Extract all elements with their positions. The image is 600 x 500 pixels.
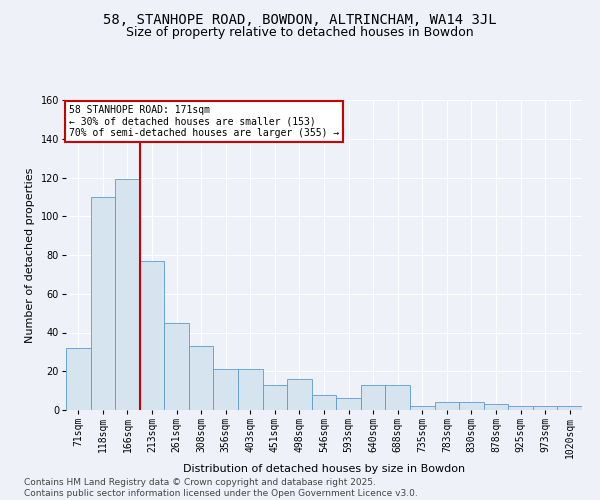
Text: 58, STANHOPE ROAD, BOWDON, ALTRINCHAM, WA14 3JL: 58, STANHOPE ROAD, BOWDON, ALTRINCHAM, W… (103, 12, 497, 26)
Bar (115, 180, 140, 410)
Bar (189, 346, 214, 410)
Bar (557, 406, 582, 410)
Bar (238, 370, 263, 410)
Bar (263, 385, 287, 410)
Bar (214, 370, 238, 410)
Text: 58 STANHOPE ROAD: 171sqm
← 30% of detached houses are smaller (153)
70% of semi-: 58 STANHOPE ROAD: 171sqm ← 30% of detach… (68, 104, 339, 138)
Bar (410, 406, 434, 410)
Text: Contains HM Land Registry data © Crown copyright and database right 2025.
Contai: Contains HM Land Registry data © Crown c… (24, 478, 418, 498)
Text: Size of property relative to detached houses in Bowdon: Size of property relative to detached ho… (126, 26, 474, 39)
Bar (508, 406, 533, 410)
Bar (91, 197, 115, 410)
Bar (484, 404, 508, 410)
Y-axis label: Number of detached properties: Number of detached properties (25, 168, 35, 342)
Bar (287, 379, 312, 410)
Bar (533, 406, 557, 410)
Bar (140, 261, 164, 410)
Bar (385, 385, 410, 410)
Bar (336, 398, 361, 410)
Bar (312, 394, 336, 410)
Bar (459, 402, 484, 410)
Bar (66, 348, 91, 410)
X-axis label: Distribution of detached houses by size in Bowdon: Distribution of detached houses by size … (183, 464, 465, 473)
Bar (434, 402, 459, 410)
Bar (361, 385, 385, 410)
Bar (164, 323, 189, 410)
